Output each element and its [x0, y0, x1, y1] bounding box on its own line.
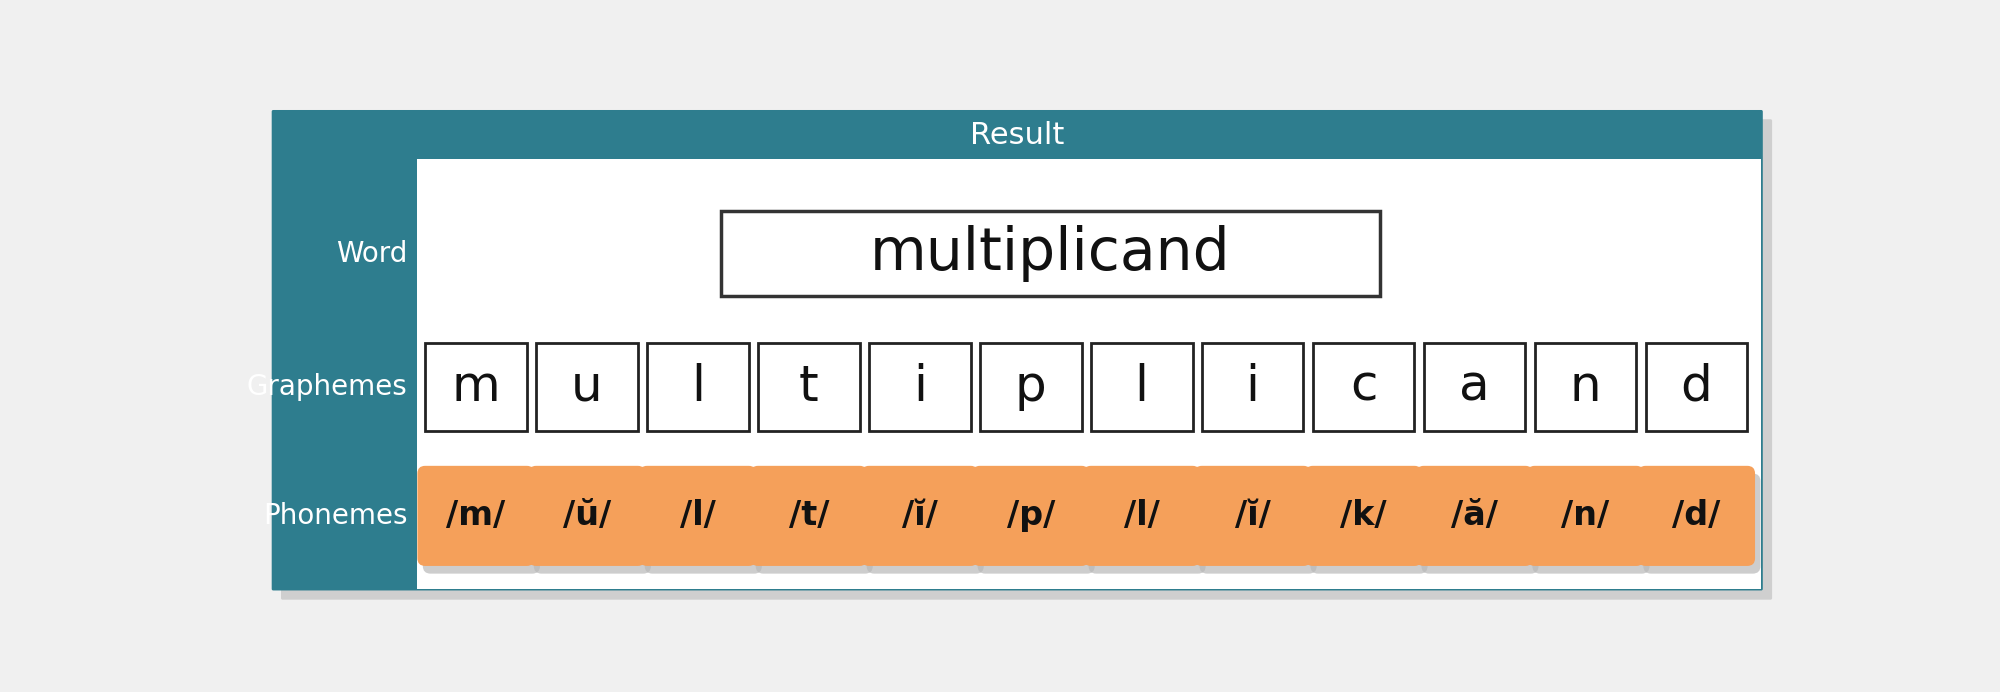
FancyBboxPatch shape — [862, 466, 978, 566]
FancyBboxPatch shape — [528, 466, 646, 566]
FancyBboxPatch shape — [1202, 343, 1304, 431]
Text: l: l — [1134, 363, 1148, 411]
FancyBboxPatch shape — [868, 343, 970, 431]
FancyBboxPatch shape — [1200, 473, 1316, 574]
Text: d: d — [1680, 363, 1712, 411]
Text: /l/: /l/ — [680, 500, 716, 532]
Text: Graphemes: Graphemes — [246, 373, 408, 401]
FancyBboxPatch shape — [534, 473, 650, 574]
FancyBboxPatch shape — [1312, 343, 1414, 431]
FancyBboxPatch shape — [418, 466, 534, 566]
FancyBboxPatch shape — [1526, 466, 1644, 566]
Text: Word: Word — [336, 240, 408, 268]
Text: /n/: /n/ — [1562, 500, 1610, 532]
FancyBboxPatch shape — [1532, 473, 1650, 574]
FancyBboxPatch shape — [1306, 466, 1422, 566]
Text: l: l — [690, 363, 704, 411]
FancyBboxPatch shape — [644, 473, 762, 574]
FancyBboxPatch shape — [980, 343, 1082, 431]
FancyBboxPatch shape — [1194, 466, 1312, 566]
Text: /l/: /l/ — [1124, 500, 1160, 532]
FancyBboxPatch shape — [280, 119, 1772, 600]
FancyBboxPatch shape — [640, 466, 756, 566]
Text: /ĭ/: /ĭ/ — [902, 500, 938, 532]
Text: Phonemes: Phonemes — [262, 502, 408, 530]
FancyBboxPatch shape — [1088, 473, 1206, 574]
Text: multiplicand: multiplicand — [870, 226, 1230, 282]
Text: /ĭ/: /ĭ/ — [1234, 500, 1270, 532]
Text: m: m — [452, 363, 500, 411]
Text: /p/: /p/ — [1006, 500, 1054, 532]
FancyBboxPatch shape — [272, 110, 1762, 590]
FancyBboxPatch shape — [1422, 473, 1538, 574]
FancyBboxPatch shape — [978, 473, 1094, 574]
FancyBboxPatch shape — [1646, 343, 1748, 431]
FancyBboxPatch shape — [720, 212, 1380, 296]
FancyBboxPatch shape — [750, 466, 868, 566]
Text: /ă/: /ă/ — [1452, 500, 1498, 532]
Text: /d/: /d/ — [1672, 500, 1720, 532]
Text: i: i — [1246, 363, 1260, 411]
FancyBboxPatch shape — [536, 343, 638, 431]
FancyBboxPatch shape — [648, 343, 748, 431]
FancyBboxPatch shape — [422, 473, 540, 574]
Text: /k/: /k/ — [1340, 500, 1386, 532]
Text: Result: Result — [970, 121, 1064, 150]
Text: /ŭ/: /ŭ/ — [562, 500, 612, 532]
Text: a: a — [1460, 363, 1490, 411]
FancyBboxPatch shape — [1424, 343, 1526, 431]
Text: i: i — [912, 363, 926, 411]
Text: u: u — [572, 363, 602, 411]
Text: t: t — [798, 363, 818, 411]
Text: n: n — [1570, 363, 1602, 411]
FancyBboxPatch shape — [1416, 466, 1534, 566]
FancyBboxPatch shape — [1310, 473, 1428, 574]
FancyBboxPatch shape — [1090, 343, 1192, 431]
FancyBboxPatch shape — [1534, 343, 1636, 431]
FancyBboxPatch shape — [416, 159, 1762, 589]
Text: /m/: /m/ — [446, 500, 506, 532]
Text: p: p — [1014, 363, 1046, 411]
FancyBboxPatch shape — [756, 473, 872, 574]
FancyBboxPatch shape — [1644, 473, 1760, 574]
FancyBboxPatch shape — [426, 343, 526, 431]
Text: c: c — [1350, 363, 1378, 411]
FancyBboxPatch shape — [758, 343, 860, 431]
FancyBboxPatch shape — [1084, 466, 1200, 566]
FancyBboxPatch shape — [1638, 466, 1756, 566]
FancyBboxPatch shape — [972, 466, 1090, 566]
FancyBboxPatch shape — [866, 473, 984, 574]
Text: /t/: /t/ — [788, 500, 830, 532]
